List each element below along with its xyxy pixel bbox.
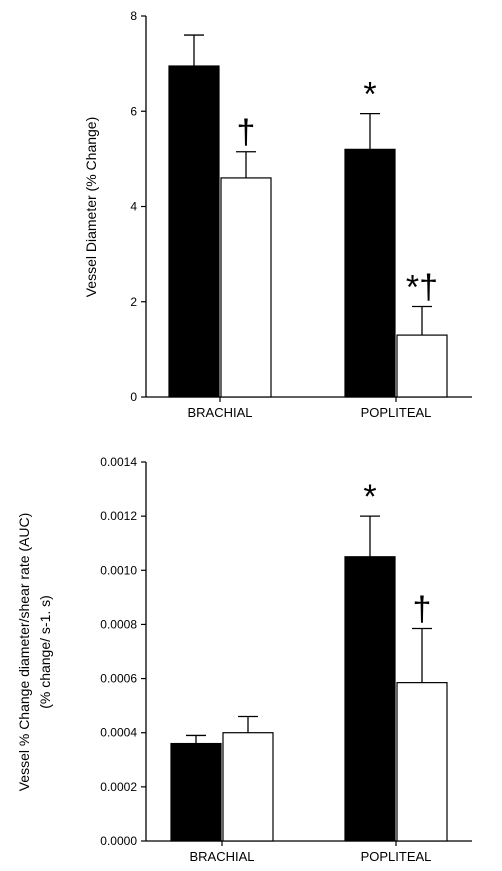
chart-1: 0 2 4 6 8 BRACHIAL POPLITEAL Vessel Diameter (%… <box>83 9 472 420</box>
y-tick-label: 0.0008 <box>100 617 137 631</box>
bar-series1-popliteal <box>344 148 396 398</box>
significance-marker: *† <box>406 269 438 307</box>
y-tick-label: 0 <box>130 390 137 404</box>
significance-marker: * <box>363 76 376 114</box>
y-tick-label: 0.0000 <box>100 834 137 848</box>
bar-series1-brachial <box>170 742 222 842</box>
y-tick-label: 0.0012 <box>100 509 137 523</box>
y-axis-title: Vessel Diameter (% Change) <box>83 117 99 298</box>
y-tick-label: 2 <box>130 295 137 309</box>
bar-series1-brachial <box>168 65 220 398</box>
x-category-label: BRACHIAL <box>187 405 252 420</box>
bar-series2-popliteal <box>396 334 448 398</box>
y-tick-label: 6 <box>130 104 137 118</box>
y-tick-label: 0.0006 <box>100 672 137 686</box>
significance-marker: † <box>237 114 256 152</box>
significance-marker: * <box>363 478 376 516</box>
bar-series1-popliteal <box>344 556 396 842</box>
significance-marker: † <box>413 590 432 628</box>
x-category-label: POPLITEAL <box>361 849 432 864</box>
y-axis-title: Vessel % Change diameter/shear rate (AUC… <box>16 513 32 792</box>
y-tick-label: 0.0004 <box>100 726 137 740</box>
x-category-label: BRACHIAL <box>189 849 254 864</box>
bar-series2-brachial <box>220 177 272 398</box>
y-axis-title-line2: (% change/ s-1. s) <box>37 595 53 709</box>
y-tick-label: 0.0002 <box>100 780 137 794</box>
y-tick-label: 8 <box>130 9 137 23</box>
chart-2: 0.0000 0.0002 0.0004 0.0006 0.0008 0.0010 0.00… <box>16 455 472 864</box>
bar-series2-brachial <box>222 732 274 842</box>
y-tick-label: 0.0010 <box>100 563 137 577</box>
y-tick-label: 4 <box>130 200 137 214</box>
y-tick-label: 0.0014 <box>100 455 137 469</box>
bar-series2-popliteal <box>396 682 448 842</box>
x-category-label: POPLITEAL <box>361 405 432 420</box>
